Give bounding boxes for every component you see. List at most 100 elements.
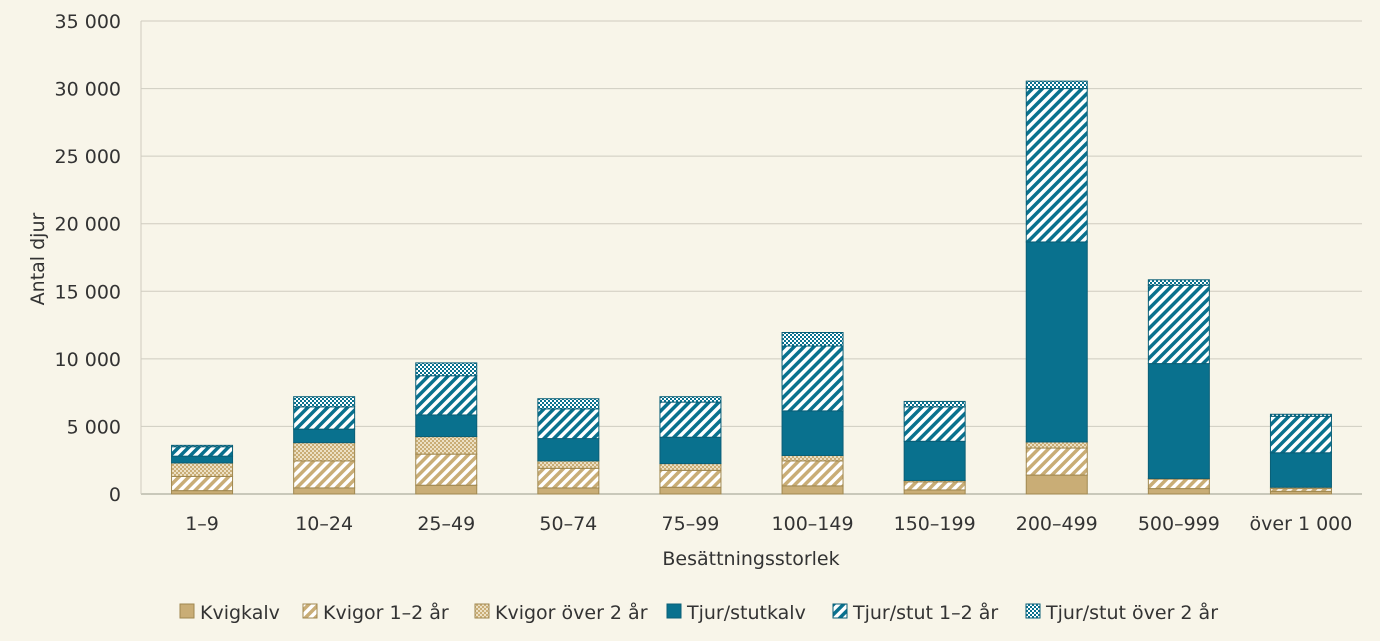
y-tick-label: 35 000 [55, 11, 121, 33]
bar-segment [781, 460, 844, 487]
bar-segment [781, 345, 844, 412]
bar-segment [903, 440, 966, 481]
x-tick-label: 50–74 [539, 513, 597, 535]
bar-segment [415, 414, 478, 438]
bar-stack [903, 400, 966, 495]
bar-stack [293, 396, 356, 495]
bar-stack [415, 362, 478, 495]
x-tick-label: 10–24 [295, 513, 353, 535]
bar-stack [1025, 80, 1088, 495]
x-tick-label: 100–149 [772, 513, 854, 535]
legend-label: Tjur/stutkalv [686, 602, 806, 624]
x-tick-label: 75–99 [662, 513, 720, 535]
y-tick-label: 30 000 [55, 79, 121, 101]
bar-segment [903, 489, 966, 495]
bar-segment [1269, 413, 1332, 417]
legend: Kvigkalv Kvigor 1–2 år Kvigor över 2 år Tju… [179, 601, 1218, 624]
bar-segment [903, 481, 966, 491]
y-tick-label: 0 [109, 484, 121, 506]
bar-segment [781, 454, 844, 462]
bar-segment [293, 406, 356, 430]
bar-stack [171, 444, 234, 495]
bar-stack [1269, 413, 1332, 495]
bar-segment [537, 398, 600, 410]
bar-segment [415, 484, 478, 495]
y-tick-label: 25 000 [55, 146, 121, 168]
bar-segment [171, 475, 234, 492]
bar-segment [781, 410, 844, 456]
x-tick-label: 500–999 [1138, 513, 1220, 535]
y-tick-label: 10 000 [55, 349, 121, 371]
x-axis: 1–9 10–24 25–49 50–74 75–99 100–149 150–199 200… [185, 513, 1352, 535]
bar-segment [1147, 284, 1210, 365]
bar-segment [781, 332, 844, 347]
y-tick-label: 15 000 [55, 281, 121, 303]
y-tick-label: 5 000 [67, 416, 121, 438]
bar-segment [1147, 279, 1210, 286]
bar-segment [171, 455, 234, 464]
bar-segment [293, 460, 356, 489]
legend-label: Kvigor 1–2 år [323, 601, 449, 624]
bar-segment [903, 406, 966, 442]
x-tick-label: 200–499 [1016, 513, 1098, 535]
bar-segment [659, 436, 722, 465]
bar-segment [537, 460, 600, 469]
bar-segment [659, 396, 722, 403]
bar-segment [659, 469, 722, 488]
bar-segment [1269, 415, 1332, 454]
legend-item: Tjur/stut 1–2 år [832, 601, 998, 624]
bar-segment [1025, 80, 1088, 90]
bar-segment [1147, 478, 1210, 490]
legend-item: Kvigor över 2 år [474, 601, 648, 624]
x-tick-label: över 1 000 [1250, 513, 1353, 535]
bar-segment [537, 408, 600, 440]
y-tick-label: 20 000 [55, 214, 121, 236]
bar-segment [171, 444, 234, 448]
bar-segment [537, 467, 600, 489]
bar-segment [1269, 452, 1332, 488]
bar-segment [293, 442, 356, 462]
legend-item: Tjur/stut över 2 år [1025, 601, 1218, 624]
bar-segment [415, 375, 478, 416]
bars [171, 80, 1332, 495]
bar-segment [659, 401, 722, 438]
bar-segment [1025, 241, 1088, 443]
bar-segment [171, 446, 234, 457]
bar-stack [781, 332, 844, 495]
legend-item: Tjur/stutkalv [666, 602, 806, 624]
x-tick-label: 150–199 [894, 513, 976, 535]
legend-item: Kvigor 1–2 år [302, 601, 449, 624]
bar-stack [659, 396, 722, 495]
bar-segment [415, 362, 478, 377]
y-axis: 0 5 000 10 000 15 000 20 000 25 000 30 000 35 0… [55, 11, 142, 506]
legend-swatch [832, 603, 848, 619]
legend-item: Kvigkalv [179, 602, 280, 624]
bar-segment [537, 438, 600, 462]
x-tick-label: 25–49 [417, 513, 475, 535]
bar-segment [171, 490, 234, 495]
bar-segment [293, 396, 356, 408]
legend-label: Tjur/stut 1–2 år [852, 601, 998, 624]
legend-swatch [302, 603, 318, 619]
legend-swatch [666, 603, 682, 619]
legend-swatch [1025, 603, 1041, 619]
bar-segment [1147, 488, 1210, 495]
bar-segment [1025, 474, 1088, 495]
bar-stack [537, 398, 600, 495]
bar-segment [781, 485, 844, 495]
bar-segment [293, 487, 356, 495]
bar-segment [659, 486, 722, 495]
bar-segment [1025, 447, 1088, 476]
bar-segment [903, 400, 966, 408]
bar-segment [1025, 441, 1088, 449]
bar-segment [1025, 88, 1088, 243]
bar-segment [293, 428, 356, 444]
bar-stack [1147, 279, 1210, 495]
legend-swatch [474, 603, 490, 619]
legend-swatch [179, 603, 195, 619]
legend-label: Kvigor över 2 år [495, 601, 648, 624]
legend-label: Tjur/stut över 2 år [1045, 601, 1218, 624]
y-axis-label: Antal djur [27, 212, 49, 305]
bar-segment [171, 462, 234, 477]
